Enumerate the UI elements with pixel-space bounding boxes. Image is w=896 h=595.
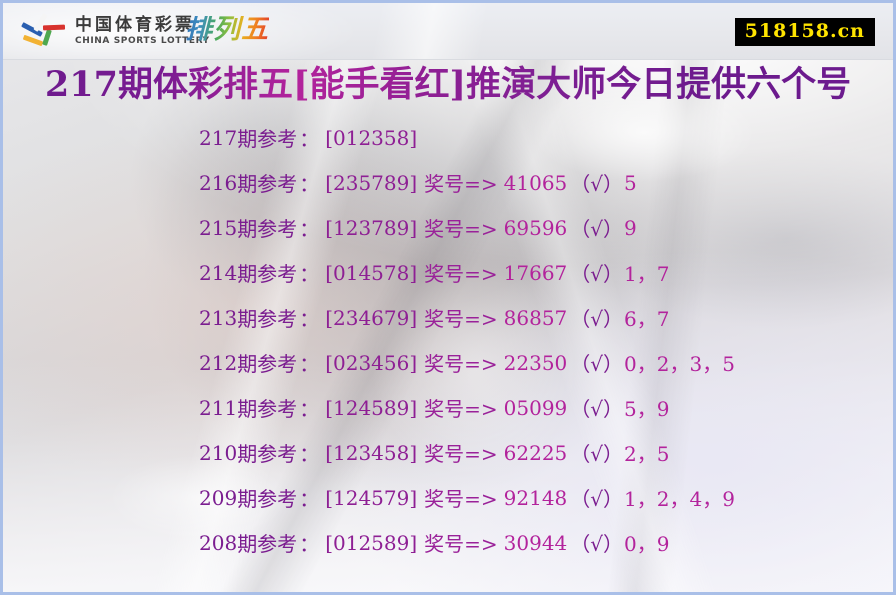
hit-check-icon: （√） (570, 217, 624, 241)
forecast-picks: [124589] (325, 395, 418, 420)
list-item: 208 期参考： [012589] 奖号=> 30944 （√） 0，9 (199, 520, 893, 565)
hit-check-icon: （√） (570, 487, 624, 511)
hit-check-icon: （√） (570, 397, 624, 421)
draw-number: 22350 (503, 350, 568, 375)
issue-label: 期参考 (237, 262, 298, 286)
list-item: 216 期参考： [235789] 奖号=> 41065 （√） 5 (199, 160, 893, 205)
forecast-picks: [023456] (325, 350, 418, 375)
forecast-picks: [012358] (325, 125, 418, 150)
issue-number: 212 (199, 350, 238, 375)
hit-check-icon: （√） (570, 532, 624, 556)
label-colon: ： (299, 127, 319, 151)
label-colon: ： (299, 172, 319, 196)
label-colon: ： (299, 217, 319, 241)
hit-check-icon: （√） (570, 307, 624, 331)
hit-check-icon: （√） (570, 172, 624, 196)
label-colon: ： (299, 487, 319, 511)
issue-number: 213 (199, 305, 238, 330)
list-item: 209 期参考： [124579] 奖号=> 92148 （√） 1，2，4，9 (199, 475, 893, 520)
hit-digits: 1，7 (624, 262, 670, 286)
issue-label: 期参考 (237, 397, 298, 421)
draw-number: 69596 (503, 215, 568, 240)
page-title: 217期体彩排五[能手看红]推演大师今日提供六个号 (3, 61, 893, 107)
list-item: 213 期参考： [234679] 奖号=> 86857 （√） 6，7 (199, 295, 893, 340)
forecast-picks: [124579] (325, 485, 418, 510)
draw-number: 62225 (503, 440, 568, 465)
forecast-picks: [012589] (325, 530, 418, 555)
issue-number: 208 (199, 530, 238, 555)
issue-label: 期参考 (237, 172, 298, 196)
hit-check-icon: （√） (570, 442, 624, 466)
issue-label: 期参考 (237, 442, 298, 466)
list-item: 214 期参考： [014578] 奖号=> 17667 （√） 1，7 (199, 250, 893, 295)
draw-number: 41065 (503, 170, 568, 195)
forecast-picks: [123789] (325, 215, 418, 240)
label-colon: ： (299, 262, 319, 286)
hit-check-icon: （√） (570, 262, 624, 286)
draw-prefix: 奖号=> (424, 262, 498, 286)
forecast-picks: [234679] (325, 305, 418, 330)
label-colon: ： (299, 397, 319, 421)
issue-number: 216 (199, 170, 238, 195)
list-item: 212 期参考： [023456] 奖号=> 22350 （√） 0，2，3，5 (199, 340, 893, 385)
draw-number: 86857 (503, 305, 568, 330)
issue-number: 217 (199, 125, 238, 150)
issue-number: 209 (199, 485, 238, 510)
draw-prefix: 奖号=> (424, 442, 498, 466)
draw-prefix: 奖号=> (424, 217, 498, 241)
hit-digits: 0，9 (624, 532, 670, 556)
brand-name-cn: 中国体育彩票 (75, 14, 195, 35)
draw-prefix: 奖号=> (424, 397, 498, 421)
issue-label: 期参考 (237, 307, 298, 331)
forecast-list: 217 期参考： [012358] 216 期参考： [235789] 奖号=> 41065 （… (3, 115, 893, 565)
background-artwork (3, 3, 893, 592)
forecast-picks: [123458] (325, 440, 418, 465)
hit-digits: 2，5 (624, 442, 670, 466)
issue-label: 期参考 (237, 127, 298, 151)
brand-name-en: CHINA SPORTS LOTTERY (75, 35, 210, 46)
label-colon: ： (299, 442, 319, 466)
draw-prefix: 奖号=> (424, 487, 498, 511)
label-colon: ： (299, 352, 319, 376)
label-colon: ： (299, 532, 319, 556)
list-item: 210 期参考： [123458] 奖号=> 62225 （√） 2，5 (199, 430, 893, 475)
hit-digits: 6，7 (624, 307, 670, 331)
draw-prefix: 奖号=> (424, 172, 498, 196)
hit-digits: 5，9 (624, 397, 670, 421)
hit-digits: 5 (624, 170, 637, 195)
draw-number: 30944 (503, 530, 568, 555)
issue-number: 214 (199, 260, 238, 285)
brand-logo[interactable]: 中国体育彩票 CHINA SPORTS LOTTERY (21, 12, 210, 50)
draw-prefix: 奖号=> (424, 307, 498, 331)
list-item: 211 期参考： [124589] 奖号=> 05099 （√） 5，9 (199, 385, 893, 430)
game-wordmark: 排列五 (185, 14, 269, 45)
hit-digits: 0，2，3，5 (624, 352, 735, 376)
issue-label: 期参考 (237, 532, 298, 556)
draw-prefix: 奖号=> (424, 532, 498, 556)
issue-label: 期参考 (237, 352, 298, 376)
forecast-picks: [235789] (325, 170, 418, 195)
issue-number: 210 (199, 440, 238, 465)
issue-number: 215 (199, 215, 238, 240)
draw-number: 92148 (503, 485, 568, 510)
brand-text: 中国体育彩票 CHINA SPORTS LOTTERY (75, 14, 210, 46)
list-item: 217 期参考： [012358] (199, 115, 893, 160)
draw-number: 05099 (503, 395, 568, 420)
issue-number: 211 (199, 395, 238, 420)
forecast-picks: [014578] (325, 260, 418, 285)
list-item: 215 期参考： [123789] 奖号=> 69596 （√） 9 (199, 205, 893, 250)
hit-check-icon: （√） (570, 352, 624, 376)
draw-prefix: 奖号=> (424, 352, 498, 376)
hit-digits: 9 (624, 215, 637, 240)
site-header: 中国体育彩票 CHINA SPORTS LOTTERY 排列五 518158.c… (3, 3, 893, 60)
china-sports-lottery-emblem-icon (21, 12, 67, 50)
issue-label: 期参考 (237, 487, 298, 511)
site-url-badge[interactable]: 518158.cn (734, 18, 875, 46)
issue-label: 期参考 (237, 217, 298, 241)
draw-number: 17667 (503, 260, 568, 285)
hit-digits: 1，2，4，9 (624, 487, 735, 511)
label-colon: ： (299, 307, 319, 331)
